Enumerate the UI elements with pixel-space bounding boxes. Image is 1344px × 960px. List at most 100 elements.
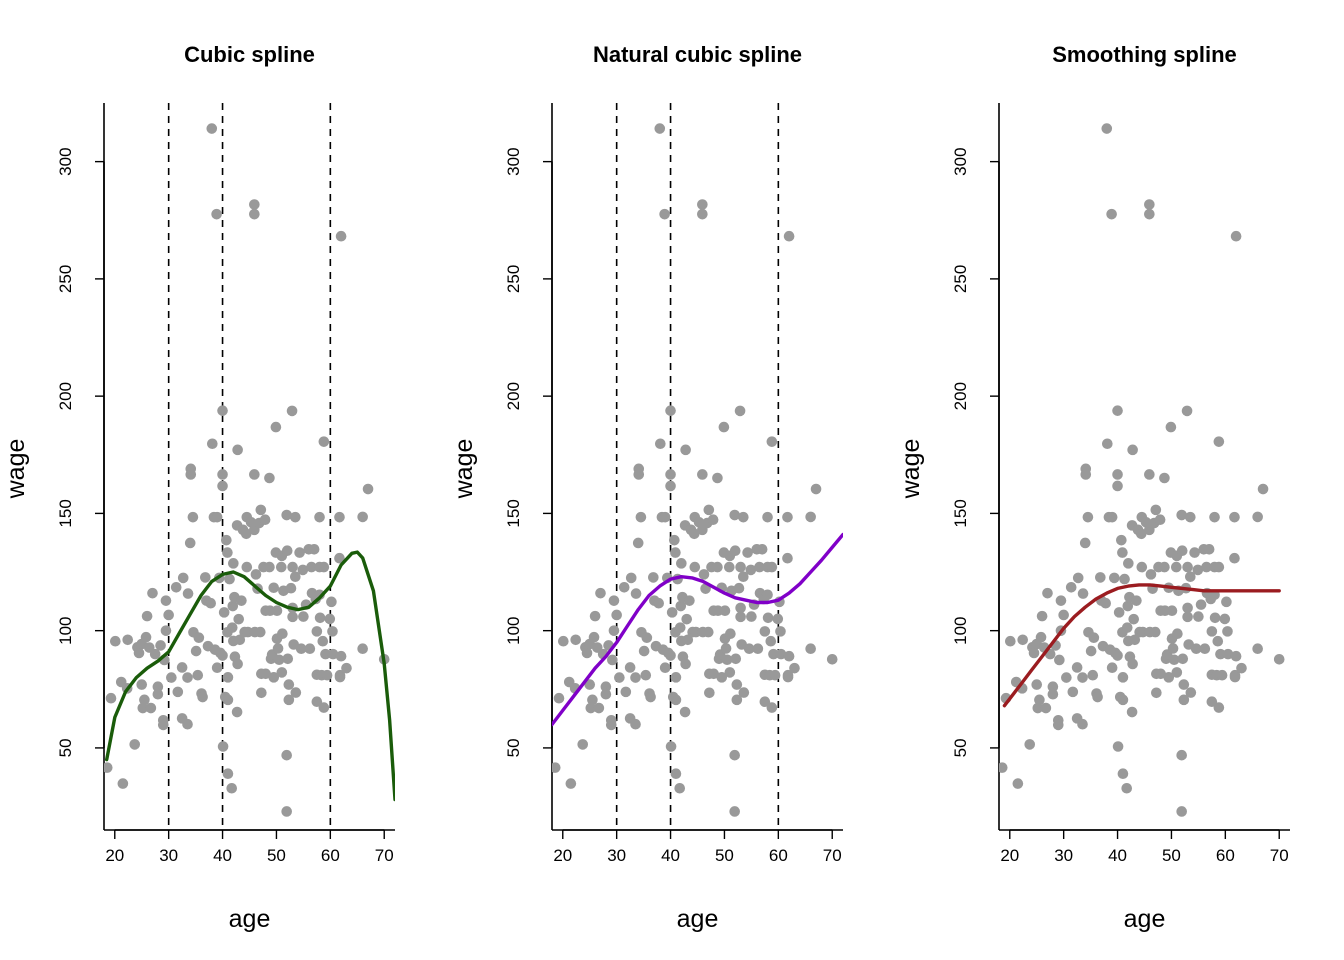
scatter-point [1150,504,1162,516]
x-tick-label: 20 [1000,846,1019,865]
scatter-point [290,687,302,698]
scatter-point [1126,706,1138,718]
scatter-point [281,806,292,817]
x-axis-label: age [1124,905,1166,933]
scatter-point [211,511,223,523]
scatter-point [1113,607,1125,618]
scatter-point [334,511,345,523]
scatter-point [640,669,652,681]
scatter-point [729,806,740,817]
scatter-point [318,436,330,447]
scatter-point [1170,561,1182,573]
scatter-point [624,662,636,673]
scatter-point [232,444,243,456]
x-tick-label: 50 [1162,846,1181,865]
scatter-point [670,768,682,780]
scatter-point [227,600,239,612]
scatter-point [222,768,234,780]
scatter-point [250,569,262,580]
scatter-point [645,691,656,703]
scatter-point [708,668,719,680]
x-tick-label: 60 [1216,846,1235,865]
scatter-point [789,662,800,674]
scatter-point [149,648,161,660]
y-axis-label: wage [2,439,30,500]
scatter-point [1122,600,1134,612]
y-tick-label: 200 [951,382,970,410]
scatter-point [1201,561,1212,573]
scatter-point [641,632,653,643]
scatter-point [226,782,238,794]
y-tick-label: 50 [951,738,970,757]
scatter-point [611,609,622,621]
scatter-point [271,605,283,617]
scatter-point [1106,662,1118,674]
scatter-point [718,421,730,433]
y-tick-label: 100 [951,616,970,644]
scatter-point [1077,672,1088,683]
scatter-point [666,607,678,618]
scatter-point [1058,609,1069,621]
scatter-point [1215,648,1226,660]
scatter-point [1034,694,1045,706]
scatter-point [228,558,239,569]
scatter-point [1082,511,1094,523]
x-tick-label: 70 [823,846,842,865]
scatter-point [1077,588,1089,599]
scatter-point [1117,768,1129,780]
scatter-point [1182,561,1193,573]
scatter-point [184,537,196,549]
scatter-point [765,635,777,647]
scatter-point [290,511,301,523]
x-tick-label: 40 [213,846,232,865]
scatter-point [1077,718,1088,730]
scatter-point [314,612,326,624]
scatter-point [1112,469,1123,480]
scatter-point [1112,650,1123,661]
scatter-point [275,561,287,573]
scatter-point [217,480,228,492]
scatter-point [670,672,682,683]
scatter-point [1087,669,1099,681]
scatter-point [314,511,325,523]
scatter-point [281,509,292,521]
scatter-point [1100,597,1111,609]
scatter-point [1071,662,1083,673]
scatter-point [1206,626,1218,637]
scatter-point [762,612,774,624]
scatter-point [256,687,267,699]
scatter-point [1112,405,1123,416]
scatter-point [166,672,177,683]
scatter-point [187,511,199,523]
scatter-point [272,643,284,654]
scatter-point [704,687,715,699]
scatter-point [1095,572,1106,583]
scatter-point [160,625,172,636]
scatter-point [1116,534,1127,546]
scatter-point [743,643,755,655]
y-tick-label: 150 [56,499,75,527]
scatter-point [730,653,742,665]
scatter-point [608,625,620,636]
x-tick-label: 60 [769,846,788,865]
scatter-point [1117,694,1129,706]
y-tick-label: 300 [504,147,523,175]
x-tick-label: 70 [375,846,394,865]
scatter-point [140,631,152,643]
scatter-point [207,438,218,450]
scatter-point [137,702,149,714]
scatter-point [719,605,731,617]
scatter-point [665,480,676,492]
scatter-point [783,230,795,242]
scatter-point [697,208,708,220]
scatter-point [1154,514,1166,526]
scatter-point [734,405,746,417]
scatter-point [1072,572,1084,584]
y-axis-label: wage [450,439,478,500]
scatter-point [1213,436,1225,447]
scatter-point [712,561,723,573]
scatter-point [240,528,252,540]
scatter-point [681,613,693,625]
scatter-point [1129,634,1141,646]
